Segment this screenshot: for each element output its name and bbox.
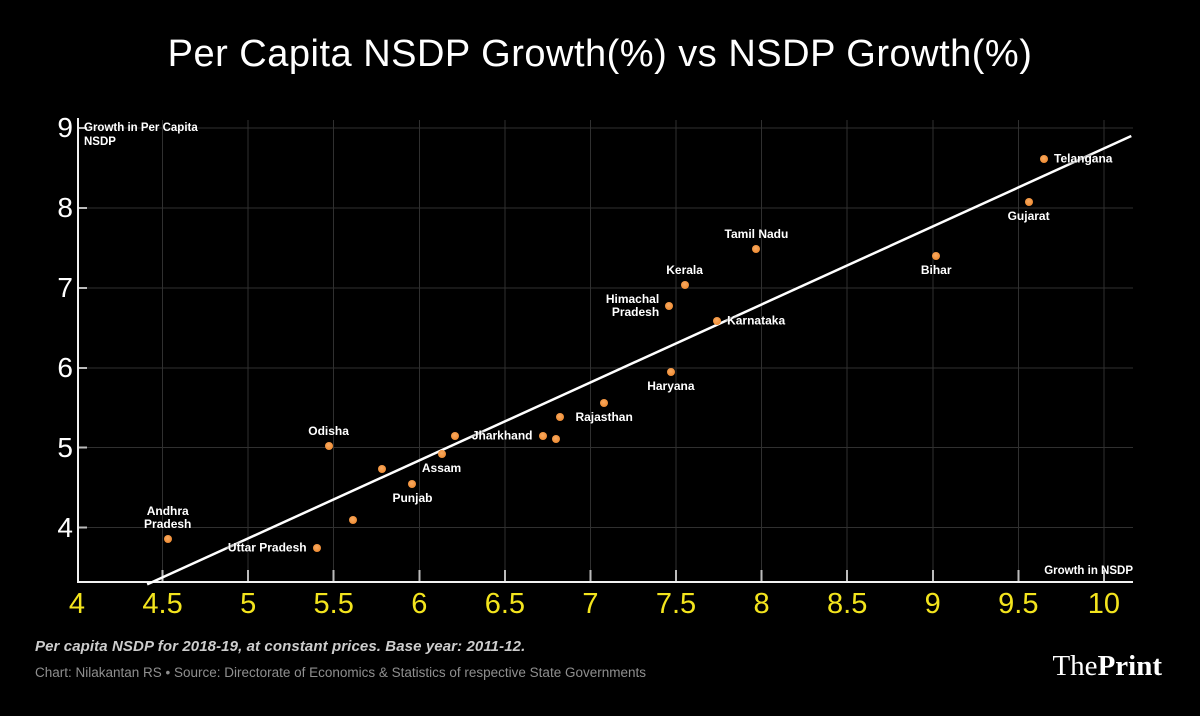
data-point-tamil-nadu [752, 244, 761, 253]
y-tick-label: 9 [57, 112, 73, 144]
data-point-uttar-pradesh [312, 543, 321, 552]
state-label: Himachal Pradesh [605, 292, 660, 320]
data-point-karnataka [713, 317, 722, 326]
data-point-punjab [408, 479, 417, 488]
y-tick-label: 5 [57, 431, 73, 463]
data-point [348, 515, 357, 524]
chart-title: Per Capita NSDP Growth(%) vs NSDP Growth… [167, 33, 1033, 75]
state-label: Telangana [1054, 151, 1113, 166]
y-tick-label: 8 [57, 191, 73, 223]
x-tick-label: 5 [240, 588, 257, 620]
data-point-gujarat [1024, 197, 1033, 206]
state-label: Andhra Pradesh [144, 503, 192, 531]
data-point-rajasthan [600, 398, 609, 407]
theprint-logo: ThePrint [1052, 650, 1162, 683]
data-point-himachal-pradesh [665, 302, 674, 311]
state-label: Karnataka [727, 313, 786, 328]
state-label: Rajasthan [575, 409, 633, 424]
y-axis-title: Growth in Per Capita NSDP [84, 122, 198, 148]
data-point [451, 431, 460, 440]
x-tick-label: 8 [753, 588, 770, 620]
state-label: Uttar Pradesh [227, 540, 307, 555]
data-point-kerala [680, 280, 689, 289]
state-label: Odisha [308, 424, 349, 439]
x-tick-label: 5.5 [313, 588, 354, 620]
x-tick-label: 8.5 [827, 588, 868, 620]
state-label: Punjab [392, 490, 433, 505]
state-label: Jharkhand [471, 428, 533, 443]
x-tick-label: 4.5 [142, 588, 183, 620]
x-tick-label: 7 [582, 588, 599, 620]
data-point [377, 464, 386, 473]
data-point [555, 412, 564, 421]
data-point-assam [437, 450, 446, 459]
data-point-telangana [1040, 155, 1048, 164]
x-tick-label: 6 [411, 588, 428, 620]
footer-note: Per capita NSDP for 2018-19, at constant… [35, 638, 526, 655]
data-point-andhra-pradesh [163, 534, 172, 543]
data-point-bihar [932, 251, 941, 260]
data-point-haryana [666, 367, 675, 376]
x-tick-label: 10 [1087, 588, 1121, 620]
x-tick-label: 7.5 [655, 588, 697, 620]
state-label: Bihar [920, 262, 952, 277]
x-tick-label: 9 [924, 588, 941, 620]
state-label: Tamil Nadu [724, 226, 789, 241]
trend-line [146, 134, 1132, 586]
data-point-jharkhand [538, 431, 547, 440]
x-tick-label: 6.5 [484, 588, 526, 620]
data-point [552, 434, 561, 443]
theprint-logo-the: The [1052, 650, 1098, 682]
state-label: Assam [421, 461, 462, 476]
y-tick-label: 7 [57, 271, 73, 303]
footer-credit: Chart: Nilakantan RS • Source: Directora… [35, 665, 646, 680]
state-label: Haryana [647, 378, 695, 393]
state-label: Gujarat [1007, 208, 1050, 223]
state-label: Kerala [666, 262, 703, 277]
y-tick-label: 6 [57, 351, 73, 383]
x-axis-title: Growth in NSDP [1044, 565, 1133, 577]
data-point-odisha [324, 442, 333, 451]
x-tick-label: 9.5 [998, 588, 1039, 620]
theprint-logo-print: Print [1097, 650, 1162, 682]
plot-area: Andhra Pradesh Uttar Pradesh Odisha Punjab As… [77, 115, 1133, 586]
plot-svg [77, 118, 1133, 586]
x-tick-label: 4 [68, 588, 86, 620]
y-tick-label: 4 [57, 511, 73, 543]
